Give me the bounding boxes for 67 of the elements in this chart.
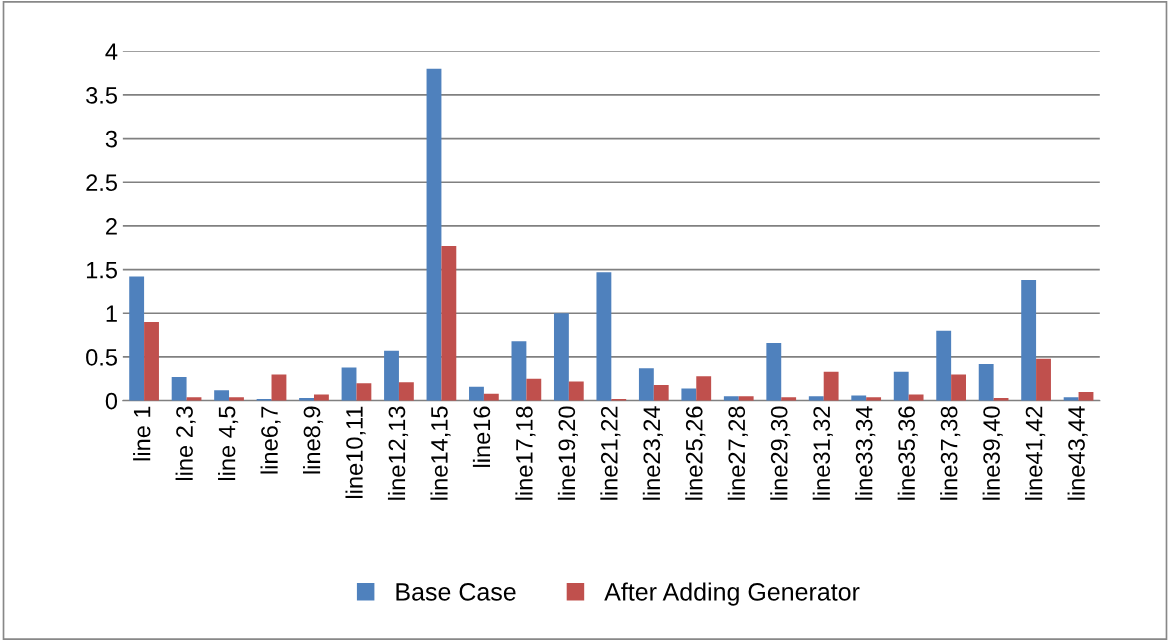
bar bbox=[553, 313, 569, 401]
bar bbox=[144, 322, 159, 401]
x-tick-label: line19,20 bbox=[557, 406, 578, 500]
bar bbox=[738, 396, 754, 401]
bar bbox=[936, 330, 952, 401]
x-tick-label: line43,44 bbox=[1067, 406, 1088, 500]
x-tick-label: line14,15 bbox=[430, 406, 451, 500]
bar bbox=[356, 383, 372, 401]
bar bbox=[978, 363, 994, 401]
bar bbox=[596, 272, 612, 401]
y-tick-label: 3.5 bbox=[86, 87, 117, 104]
x-tick-label: line35,36 bbox=[897, 406, 918, 500]
x-tick-label: line10,11 bbox=[345, 406, 366, 498]
bar bbox=[129, 276, 145, 401]
bar bbox=[526, 378, 542, 401]
x-tick-label: line25,26 bbox=[685, 406, 706, 500]
x-tick-label: line41,42 bbox=[1025, 406, 1046, 500]
y-tick-label: 2.5 bbox=[86, 174, 117, 192]
x-tick-label: line17,18 bbox=[515, 406, 536, 500]
bar bbox=[398, 382, 414, 401]
legend-label: After Adding Generator bbox=[604, 582, 860, 606]
legend-label: Base Case bbox=[396, 583, 516, 601]
x-tick-label: line 1 bbox=[133, 406, 151, 461]
bar bbox=[271, 374, 287, 401]
bar bbox=[696, 376, 712, 401]
bar bbox=[766, 342, 782, 401]
x-tick-label: line16 bbox=[472, 406, 491, 467]
bar bbox=[341, 367, 357, 401]
bar bbox=[823, 371, 839, 401]
y-tick-label: 3 bbox=[105, 130, 117, 148]
bar bbox=[469, 386, 484, 401]
bar bbox=[808, 396, 824, 401]
bar bbox=[893, 371, 909, 401]
x-tick-label: line27,28 bbox=[727, 406, 748, 500]
x-tick-label: line6,7 bbox=[260, 406, 281, 474]
bar bbox=[568, 381, 584, 401]
bar bbox=[511, 341, 527, 401]
bar bbox=[171, 377, 187, 401]
x-tick-label: line31,32 bbox=[812, 406, 833, 500]
bar bbox=[851, 395, 867, 401]
bar bbox=[723, 396, 739, 401]
y-tick-label: 0 bbox=[105, 392, 118, 410]
y-tick-label: 4 bbox=[105, 43, 118, 60]
x-tick-label: line29,30 bbox=[770, 406, 791, 500]
x-tick-label: line 2,3 bbox=[175, 406, 196, 481]
x-tick-label: line37,38 bbox=[940, 406, 961, 500]
bar bbox=[1021, 280, 1037, 401]
x-tick-label: line 4,5 bbox=[218, 406, 239, 481]
bar bbox=[681, 388, 697, 401]
x-tick-label: line21,22 bbox=[600, 406, 621, 500]
x-tick-label: line8,9 bbox=[302, 406, 324, 474]
y-tick-label: 0.5 bbox=[86, 349, 117, 366]
y-tick-label: 1 bbox=[106, 305, 117, 322]
y-tick-label: 2 bbox=[106, 218, 117, 235]
bar bbox=[384, 350, 399, 401]
x-tick-label: line12,13 bbox=[387, 406, 409, 500]
bar bbox=[441, 246, 457, 401]
bar bbox=[951, 374, 966, 401]
x-tick-label: line33,34 bbox=[855, 406, 876, 500]
y-tick-label: 1.5 bbox=[86, 261, 117, 279]
x-tick-label: line23,24 bbox=[642, 406, 663, 500]
x-tick-label: line39,40 bbox=[982, 406, 1003, 500]
bar bbox=[1036, 358, 1051, 401]
bar bbox=[653, 384, 669, 401]
bar bbox=[214, 390, 230, 401]
bar bbox=[638, 368, 654, 401]
bar bbox=[426, 68, 442, 401]
